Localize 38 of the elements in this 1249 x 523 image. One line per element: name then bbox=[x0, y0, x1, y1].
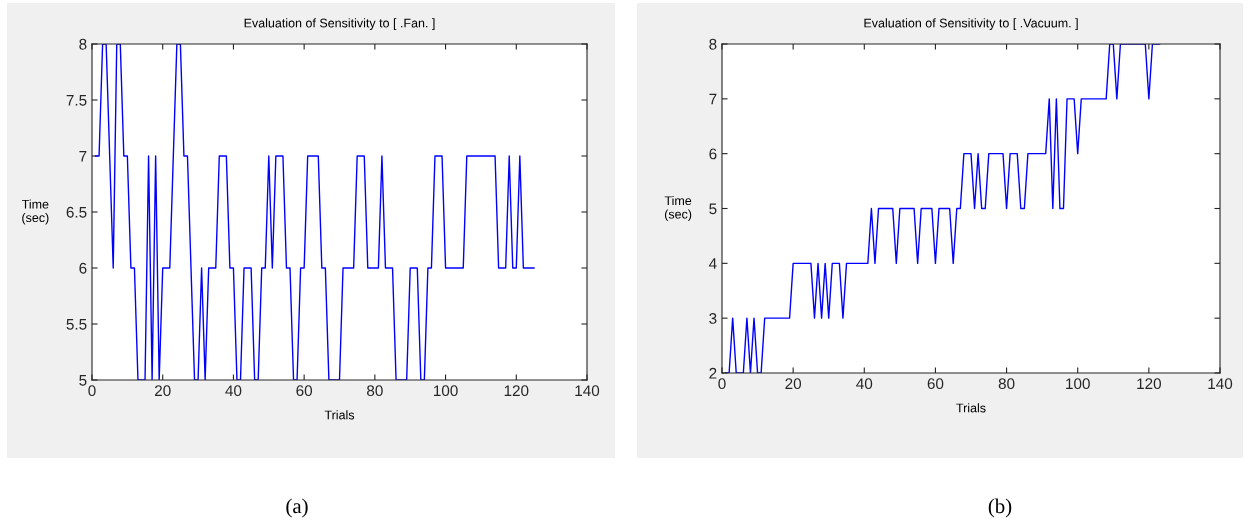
y-tick-label: 6 bbox=[709, 148, 717, 160]
x-tick-label: 0 bbox=[718, 378, 726, 390]
y-tick-label: 6.5 bbox=[66, 206, 87, 218]
y-tick-label: 6 bbox=[79, 262, 87, 274]
y-tick-label: 2 bbox=[709, 367, 717, 379]
x-tick-label: 100 bbox=[1066, 378, 1090, 390]
x-axis-title: Trials bbox=[956, 403, 986, 413]
x-tick-label: 60 bbox=[927, 378, 944, 390]
x-tick-label: 140 bbox=[575, 385, 600, 397]
y-tick-label: 7 bbox=[709, 93, 717, 105]
y-axis-title: Time (sec) bbox=[664, 195, 692, 222]
x-tick-label: 40 bbox=[856, 378, 873, 390]
y-tick-label: 5.5 bbox=[66, 319, 87, 330]
y-tick-label: 8 bbox=[709, 38, 717, 50]
chart-title: Evaluation of Sensitivity to [ .Vacuum. ] bbox=[864, 18, 1078, 30]
x-tick-label: 80 bbox=[998, 378, 1015, 390]
chart-title: Evaluation of Sensitivity to [ .Fan. ] bbox=[244, 18, 435, 30]
y-axis-title: Time (sec) bbox=[21, 199, 49, 225]
x-tick-label: 20 bbox=[785, 378, 802, 390]
y-tick-label: 5 bbox=[709, 203, 717, 215]
x-tick-label: 80 bbox=[367, 385, 383, 397]
x-tick-label: 60 bbox=[296, 385, 313, 397]
x-tick-label: 0 bbox=[88, 385, 96, 397]
y-tick-label: 7 bbox=[79, 151, 87, 162]
y-tick-label: 7.5 bbox=[66, 95, 87, 106]
y-tick-label: 8 bbox=[79, 38, 87, 50]
x-axis-title: Trials bbox=[324, 410, 355, 420]
text: (a) bbox=[286, 498, 308, 518]
x-tick-label: 20 bbox=[154, 385, 171, 397]
x-tick-label: 100 bbox=[433, 385, 458, 397]
x-tick-label: 40 bbox=[225, 385, 242, 397]
y-tick-label: 4 bbox=[708, 258, 717, 269]
y-tick-label: 5 bbox=[79, 375, 87, 386]
x-tick-label: 140 bbox=[1208, 378, 1233, 390]
x-tick-label: 120 bbox=[504, 385, 529, 397]
y-tick-label: 3 bbox=[709, 313, 717, 324]
text: (b) bbox=[988, 498, 1012, 518]
x-tick-label: 120 bbox=[1137, 378, 1162, 390]
